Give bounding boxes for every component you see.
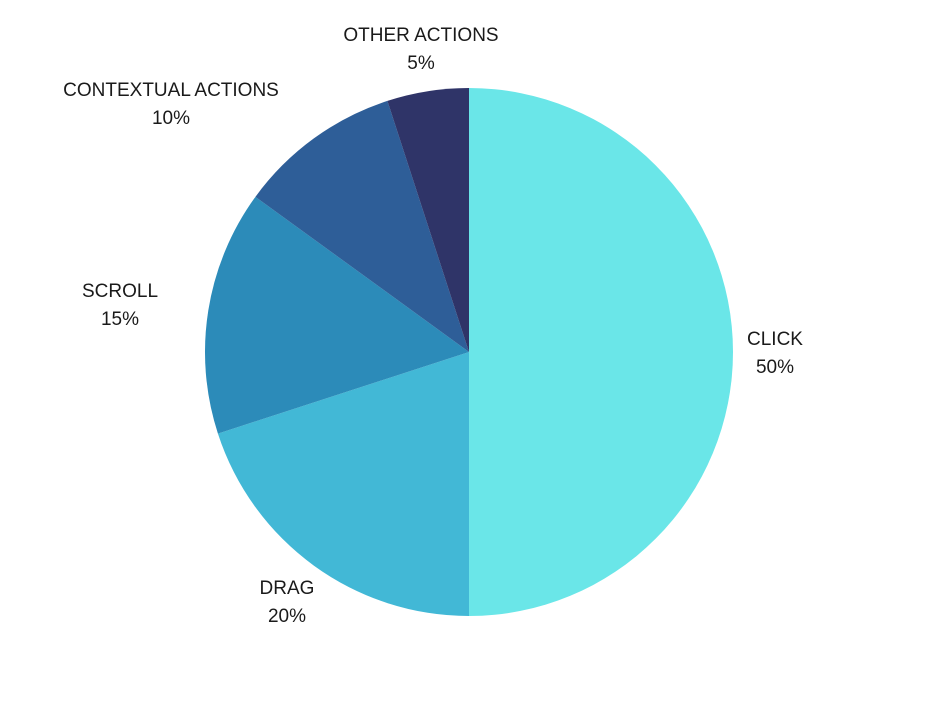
- pie-labels: CLICK 50% DRAG 20% SCROLL 15% CONTEXTUAL ACTIO…: [63, 25, 803, 627]
- slice-name-label: OTHER ACTIONS: [343, 25, 498, 46]
- pie-slice-scroll: [204, 196, 470, 434]
- slice-name-label: SCROLL: [82, 281, 158, 302]
- slice-percent-label: 5%: [407, 53, 435, 74]
- slice-name-label: DRAG: [260, 578, 315, 599]
- slice-name-label: CONTEXTUAL ACTIONS: [63, 80, 279, 101]
- pie-slice-click: [469, 88, 733, 616]
- slice-name-label: CLICK: [747, 329, 803, 350]
- slice-percent-label: 50%: [756, 357, 794, 378]
- slice-percent-label: 10%: [152, 108, 190, 129]
- pie-slice-drag: [217, 352, 469, 616]
- pie-slice-other-actions: [387, 88, 469, 352]
- pie-slices: [204, 88, 733, 616]
- pie-slice-contextual-actions: [255, 100, 469, 352]
- slice-percent-label: 20%: [268, 606, 306, 627]
- slice-percent-label: 15%: [101, 309, 139, 330]
